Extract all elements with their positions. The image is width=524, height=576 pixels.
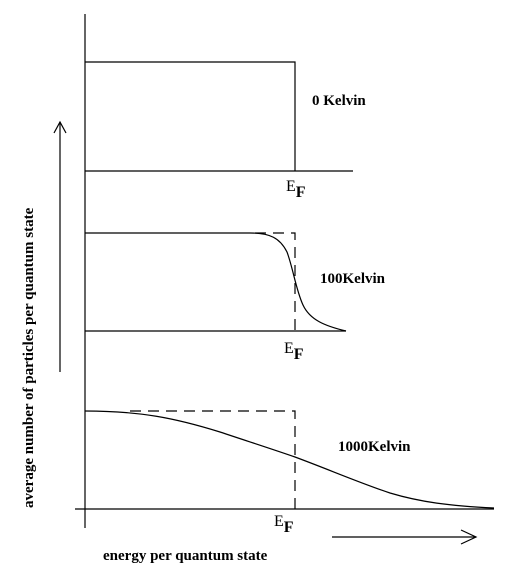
y-direction-arrow <box>53 120 67 372</box>
panel-100k: 100Kelvin EF <box>85 232 386 363</box>
panel-0k-fermi-label-sub: F <box>296 184 306 201</box>
panel-100k-fermi-label-main: E <box>284 340 294 357</box>
panel-1000k-fermi-label: EF <box>274 513 294 536</box>
panel-1000k-distribution-curve <box>84 410 495 509</box>
panel-1000k-fermi-label-sub: F <box>284 519 294 536</box>
panel-0k-step-curve <box>85 61 296 171</box>
panel-100k-zero-kelvin-reference <box>255 232 296 331</box>
panel-100k-fermi-label-sub: F <box>294 346 304 363</box>
panel-0k-temperature-label: 0 Kelvin <box>312 93 366 109</box>
panel-1000k-temperature-label: 1000Kelvin <box>338 439 411 455</box>
y-axis-label: average number of particles per quantum … <box>21 207 37 508</box>
panel-0k-fermi-label-main: E <box>286 178 296 195</box>
panel-1000k-zero-kelvin-reference <box>130 410 296 509</box>
x-axis-label: energy per quantum state <box>103 548 268 564</box>
panel-0k-fermi-label: EF <box>286 178 306 201</box>
x-direction-arrow <box>332 529 478 545</box>
panel-0k: 0 Kelvin EF <box>85 61 366 201</box>
panel-100k-fermi-label: EF <box>284 340 304 363</box>
panel-100k-distribution-curve <box>85 232 347 332</box>
panel-1000k: 1000Kelvin EF <box>75 410 495 536</box>
panel-1000k-fermi-label-main: E <box>274 513 284 530</box>
panel-100k-temperature-label: 100Kelvin <box>320 271 386 287</box>
